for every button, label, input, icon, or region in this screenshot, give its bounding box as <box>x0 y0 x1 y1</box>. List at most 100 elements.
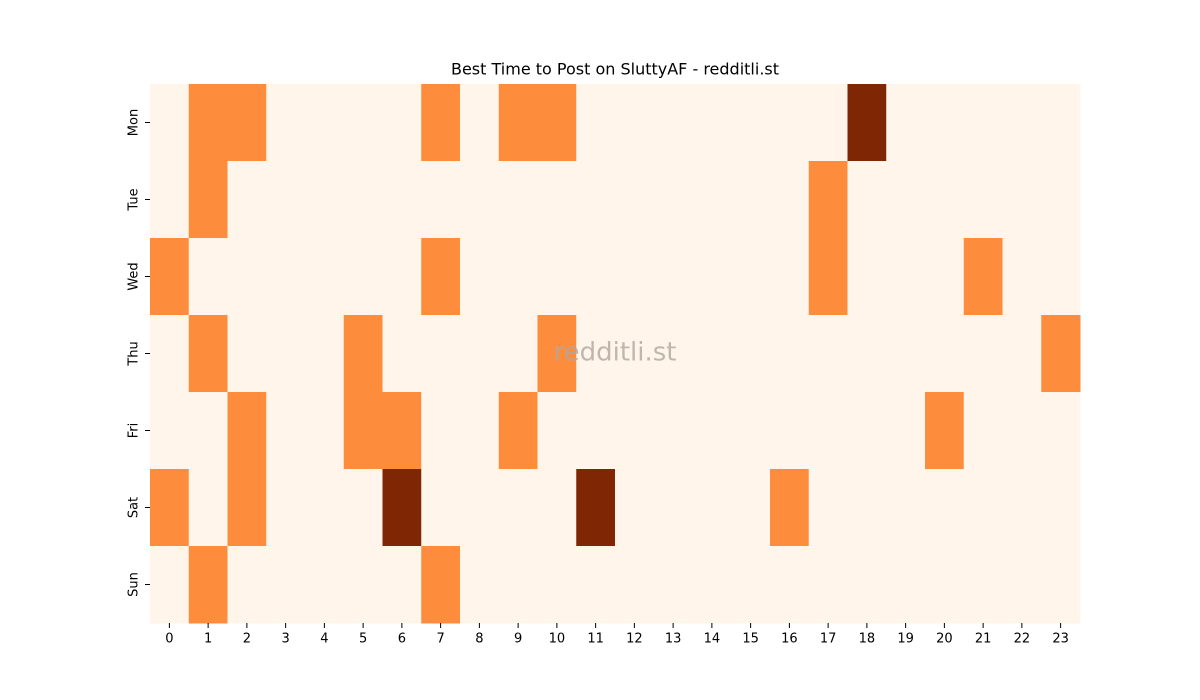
heatmap-cell <box>537 392 577 470</box>
heatmap-cell <box>305 315 345 393</box>
x-tick-label: 1 <box>204 632 212 647</box>
heatmap-cell <box>460 84 500 162</box>
heatmap-cell <box>227 238 267 316</box>
heatmap-cell <box>305 469 345 547</box>
heatmap-cell <box>770 546 810 624</box>
heatmap-cell <box>770 392 810 470</box>
heatmap-cell <box>1041 546 1081 624</box>
heatmap-cell <box>266 161 306 239</box>
heatmap-cell <box>963 84 1003 162</box>
heatmap-cell <box>1041 315 1081 393</box>
heatmap-cell <box>150 84 190 162</box>
heatmap-cell <box>460 161 500 239</box>
heatmap-cell <box>963 238 1003 316</box>
heatmap-cell <box>1041 469 1081 547</box>
heatmap-cell <box>460 546 500 624</box>
heatmap-cell <box>576 392 616 470</box>
heatmap-cell <box>150 161 190 239</box>
y-tick-label: Fri <box>127 423 142 439</box>
heatmap-cell <box>576 238 616 316</box>
x-tick-label: 8 <box>475 632 483 647</box>
heatmap-cell <box>188 315 228 393</box>
heatmap-cell <box>188 546 228 624</box>
heatmap-cell <box>692 84 732 162</box>
heatmap-cell <box>266 238 306 316</box>
heatmap-cell <box>925 161 965 239</box>
heatmap-cell <box>498 546 538 624</box>
heatmap-cell <box>847 238 887 316</box>
heatmap-cell <box>227 392 267 470</box>
heatmap-cell <box>615 315 655 393</box>
heatmap-cell <box>653 161 693 239</box>
heatmap-cell <box>343 84 383 162</box>
x-tick-label: 4 <box>320 632 328 647</box>
heatmap-cell <box>847 84 887 162</box>
watermark: redditli.st <box>554 338 677 368</box>
heatmap-cell <box>150 469 190 547</box>
heatmap-cell <box>188 161 228 239</box>
heatmap-cell <box>615 392 655 470</box>
heatmap-cell <box>227 84 267 162</box>
heatmap-cell <box>421 469 461 547</box>
heatmap-cell <box>382 469 422 547</box>
y-tick-label: Thu <box>127 341 142 366</box>
heatmap-cell <box>770 315 810 393</box>
heatmap-cell <box>886 392 926 470</box>
heatmap-cell <box>382 315 422 393</box>
heatmap-cell <box>770 84 810 162</box>
heatmap-cell <box>537 469 577 547</box>
heatmap-cell <box>343 238 383 316</box>
heatmap-cell <box>1002 161 1042 239</box>
heatmap-cell <box>653 84 693 162</box>
heatmap-cell <box>188 392 228 470</box>
heatmap-cell <box>382 238 422 316</box>
heatmap-cell <box>266 392 306 470</box>
heatmap-cell <box>615 161 655 239</box>
heatmap-cell <box>692 315 732 393</box>
heatmap-cell <box>808 469 848 547</box>
heatmap-cell <box>692 392 732 470</box>
heatmap-cell <box>1002 546 1042 624</box>
heatmap-cell <box>421 161 461 239</box>
heatmap-cell <box>537 161 577 239</box>
x-tick-label: 13 <box>665 632 682 647</box>
heatmap-cell <box>266 315 306 393</box>
heatmap-cell <box>808 238 848 316</box>
heatmap-cell <box>576 84 616 162</box>
heatmap-cell <box>188 238 228 316</box>
heatmap-cell <box>653 546 693 624</box>
heatmap-cell <box>305 392 345 470</box>
heatmap-cell <box>653 392 693 470</box>
heatmap-cell <box>498 238 538 316</box>
heatmap-cell <box>343 315 383 393</box>
heatmap-cell <box>150 392 190 470</box>
heatmap-cell <box>150 546 190 624</box>
heatmap-cell <box>808 161 848 239</box>
x-tick-label: 0 <box>165 632 173 647</box>
heatmap-cell <box>925 315 965 393</box>
x-tick-label: 21 <box>975 632 992 647</box>
heatmap-cell <box>886 161 926 239</box>
heatmap-cell <box>731 84 771 162</box>
heatmap-cell <box>886 84 926 162</box>
heatmap-cell <box>963 161 1003 239</box>
heatmap-cell <box>266 84 306 162</box>
heatmap-cell <box>731 469 771 547</box>
heatmap-cell <box>576 469 616 547</box>
heatmap-cell <box>847 161 887 239</box>
heatmap-cell <box>537 546 577 624</box>
heatmap-cell <box>692 161 732 239</box>
heatmap-cell <box>808 315 848 393</box>
heatmap-cell <box>537 84 577 162</box>
heatmap-cell <box>1041 84 1081 162</box>
heatmap-cell <box>808 546 848 624</box>
heatmap-cell <box>421 84 461 162</box>
heatmap-cell <box>305 84 345 162</box>
x-tick-label: 17 <box>820 632 837 647</box>
heatmap-cell <box>305 161 345 239</box>
x-tick-label: 19 <box>897 632 914 647</box>
heatmap-cell <box>847 469 887 547</box>
heatmap-cell <box>227 315 267 393</box>
heatmap-cell <box>886 238 926 316</box>
heatmap-cell <box>266 546 306 624</box>
